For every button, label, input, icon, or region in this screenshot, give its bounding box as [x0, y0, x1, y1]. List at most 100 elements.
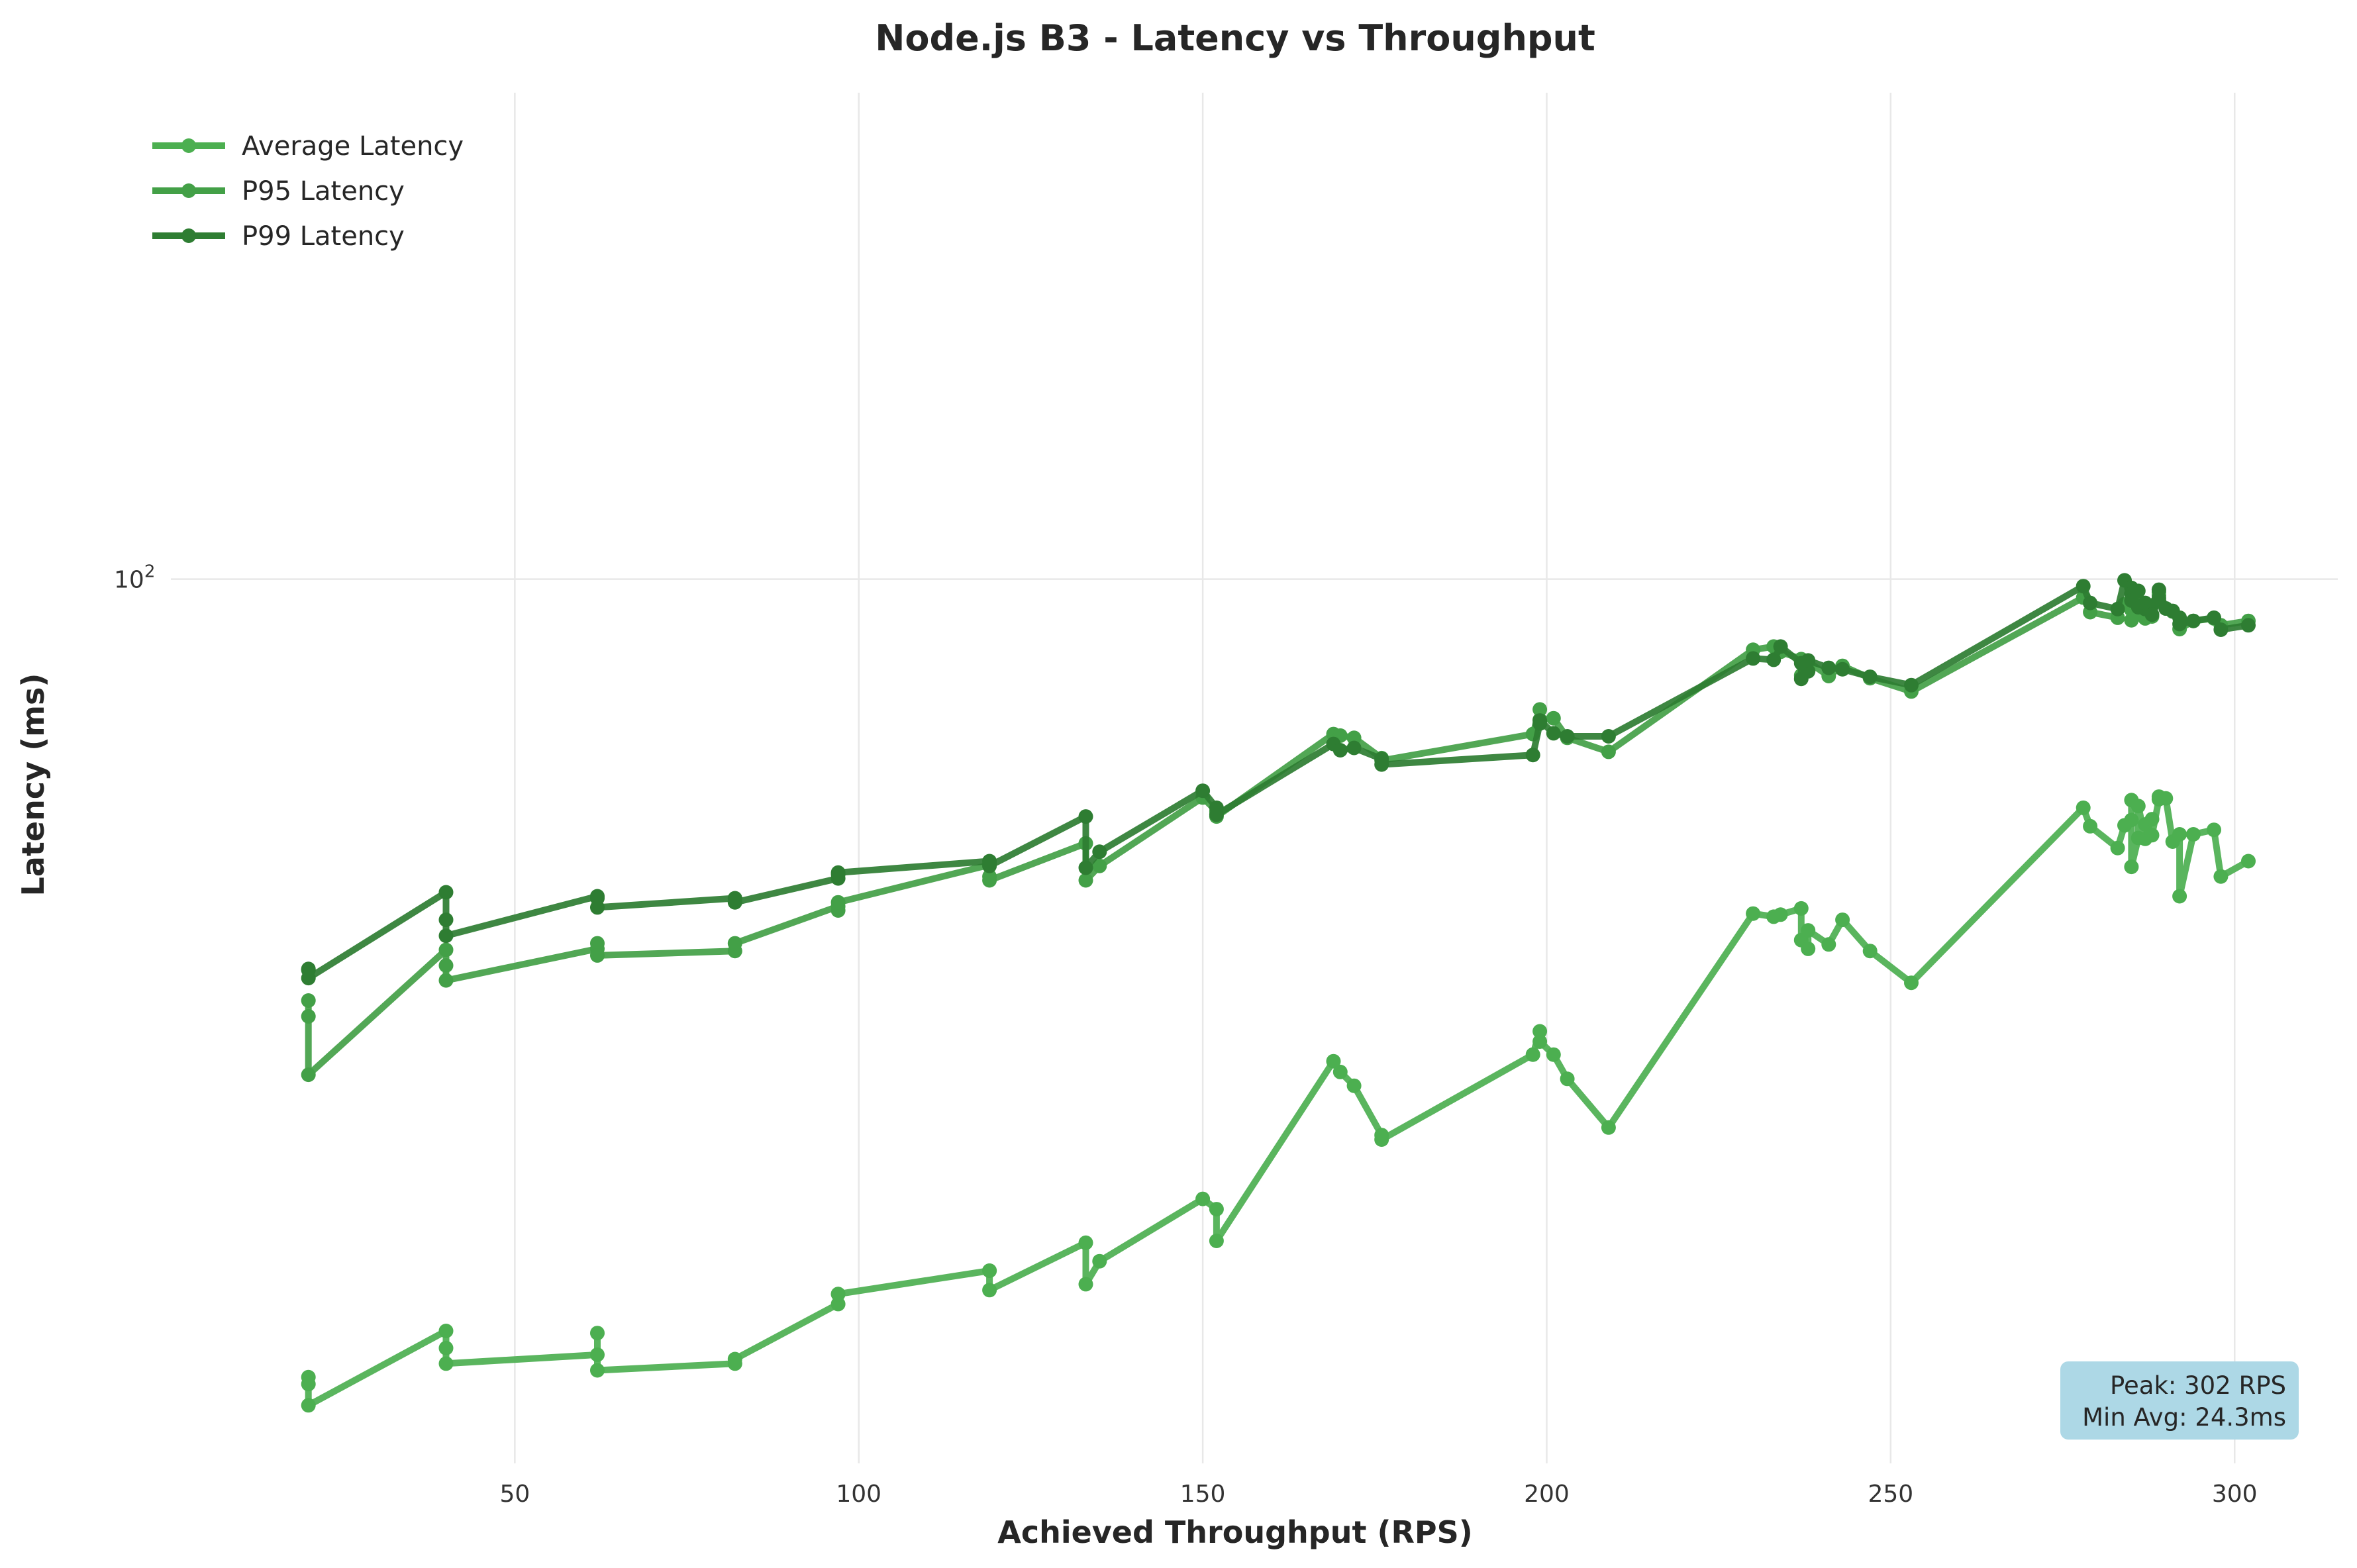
data-point [727, 936, 742, 951]
data-point [1746, 651, 1761, 666]
data-point [1532, 713, 1548, 728]
data-point [982, 873, 997, 888]
data-point [2083, 595, 2098, 611]
data-point [1092, 858, 1107, 873]
series-group [301, 789, 2256, 1413]
data-point [2076, 800, 2091, 815]
data-point [2076, 579, 2091, 594]
data-point [1092, 844, 1107, 859]
legend-item: P99 Latency [152, 221, 405, 252]
annotation-line-2: Min Avg: 24.3ms [2082, 1403, 2286, 1432]
data-point [2172, 889, 2187, 904]
legend-item: Average Latency [152, 131, 464, 162]
y-tick-exponent: 2 [144, 562, 156, 582]
data-point [1773, 639, 1788, 654]
data-point [1532, 1034, 1548, 1049]
data-point [1078, 1277, 1093, 1292]
data-point [438, 1356, 454, 1371]
data-point [301, 971, 316, 986]
data-point [727, 895, 742, 910]
data-point [1078, 809, 1093, 824]
legend-label: Average Latency [242, 131, 464, 162]
data-point [1525, 748, 1540, 763]
data-point [1601, 729, 1616, 744]
data-point [1801, 941, 1816, 956]
data-point [301, 1067, 316, 1083]
data-point [1601, 744, 1616, 760]
data-point [2151, 582, 2166, 597]
data-point [1532, 702, 1548, 717]
data-point [727, 1351, 742, 1367]
data-point [2207, 610, 2221, 625]
data-point [1546, 1047, 1561, 1062]
y-axis-label: Latency (ms) [15, 673, 51, 897]
data-point [1801, 923, 1816, 938]
data-point [1332, 1064, 1348, 1079]
data-point [1195, 1191, 1211, 1206]
data-point [1078, 873, 1093, 888]
data-point [1374, 757, 1389, 772]
x-tick-label: 100 [836, 1481, 881, 1508]
data-point [1862, 669, 1878, 685]
data-point [590, 1326, 605, 1341]
data-point [2083, 818, 2098, 834]
data-point [438, 912, 454, 928]
data-point [2241, 854, 2256, 869]
data-point [1766, 652, 1781, 667]
data-point [438, 973, 454, 988]
data-point [1904, 975, 1919, 991]
data-point [2172, 616, 2187, 632]
data-point [982, 858, 997, 873]
data-point [1078, 860, 1093, 875]
data-point [2144, 828, 2160, 843]
data-point [830, 865, 846, 880]
legend-marker [181, 183, 196, 198]
data-point [1326, 1054, 1341, 1069]
series-group [301, 573, 2256, 986]
data-point [1209, 1234, 1224, 1248]
x-tick-label: 150 [1180, 1481, 1226, 1508]
tick-layer: 50 100 150 200 250 300 102 [114, 562, 2258, 1508]
data-point [1346, 1078, 1362, 1093]
data-point [1821, 660, 1836, 675]
data-point [438, 1340, 454, 1355]
data-point [1092, 1253, 1107, 1269]
x-tick-label: 200 [1524, 1481, 1570, 1508]
data-point [590, 948, 605, 963]
data-point [2207, 822, 2221, 838]
data-point [982, 1263, 997, 1278]
data-point [830, 1297, 846, 1312]
data-point [301, 1398, 316, 1413]
data-point [1346, 730, 1362, 746]
grid-layer [171, 93, 2338, 1463]
data-point [1904, 677, 1919, 693]
data-point [1346, 740, 1362, 756]
data-point [2213, 869, 2229, 884]
annotation-background [2060, 1361, 2299, 1440]
data-point [301, 1008, 316, 1024]
data-point [982, 1283, 997, 1298]
annotation-line-1: Peak: 302 RPS [2110, 1371, 2286, 1400]
data-point [1773, 907, 1788, 922]
data-point [830, 1287, 846, 1302]
data-point [1601, 1120, 1616, 1135]
data-point [1532, 1024, 1548, 1039]
data-point [2241, 618, 2256, 633]
legend-label: P95 Latency [242, 176, 405, 207]
legend-marker [181, 138, 196, 153]
data-point [2172, 827, 2187, 842]
x-tick-label: 250 [1868, 1481, 1913, 1508]
data-point [438, 928, 454, 944]
data-point [2144, 607, 2160, 622]
data-point [2185, 827, 2201, 842]
data-point [830, 895, 846, 910]
x-tick-label: 50 [499, 1481, 530, 1508]
data-point [2110, 601, 2125, 616]
data-point [301, 1377, 316, 1392]
data-point [1209, 1202, 1224, 1217]
data-point [2131, 583, 2146, 599]
data-point [590, 936, 605, 951]
data-point [1821, 937, 1836, 952]
chart-title: Node.js B3 - Latency vs Throughput [875, 17, 1595, 59]
